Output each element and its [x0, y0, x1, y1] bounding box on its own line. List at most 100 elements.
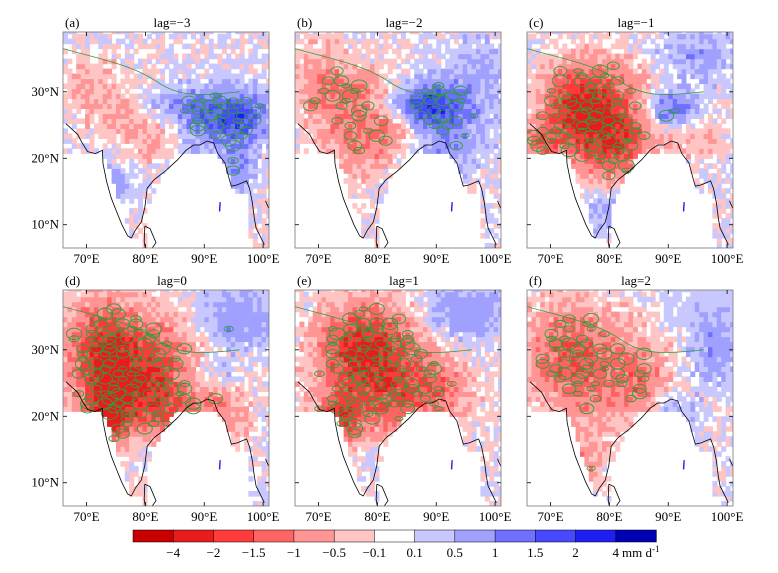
x-tick-label: 70°E [305, 251, 331, 266]
panel-tag: (a) [65, 15, 79, 30]
significance-contours [66, 303, 234, 443]
colorbar-swatch [615, 529, 657, 543]
plateau-contour [527, 306, 704, 353]
precip-anomaly-field [527, 290, 733, 506]
map-panels: 70°E 80°E 90°E 100°E30°N20°N10°N(a) lag=−370… [31, 15, 743, 524]
y-tick-label: 10°N [31, 217, 59, 232]
coastline [65, 123, 269, 248]
colorbar-swatch [333, 529, 376, 543]
coastline [297, 381, 501, 506]
plateau-contour [295, 48, 472, 95]
colorbar-tick-label: −4 [166, 545, 180, 560]
panel-frame [526, 289, 734, 507]
x-tick-label: 90°E [423, 509, 449, 524]
precip-anomaly-field [527, 32, 733, 248]
x-tick-label: 70°E [537, 509, 563, 524]
plateau-contour [63, 306, 240, 353]
colorbar-swatch [454, 529, 496, 543]
x-tick-label: 90°E [423, 251, 449, 266]
panel-2: 70°E 80°E 90°E 100°E (b) lag=−2 [294, 15, 512, 266]
panel-title: lag=−2 [385, 15, 422, 30]
x-tick-label: 70°E [537, 251, 563, 266]
precip-anomaly-field [63, 32, 269, 248]
x-tick-label: 90°E [655, 509, 681, 524]
y-tick-label: 10°N [31, 475, 59, 490]
x-tick-label: 80°E [132, 509, 158, 524]
panel-1: 70°E 80°E 90°E 100°E 30°N 20°N 10°N (a) lag=−3 [31, 15, 279, 266]
x-tick-label: 90°E [191, 251, 217, 266]
x-tick-label: 70°E [305, 509, 331, 524]
x-tick-label: 90°E [655, 251, 681, 266]
plateau-contour [63, 48, 240, 95]
colorbar-tick-label: −1.5 [242, 545, 266, 560]
colorbar-tick-label: −0.1 [363, 545, 387, 560]
colorbar-tick-label: −1 [287, 545, 301, 560]
x-tick-label: 70°E [73, 509, 99, 524]
x-tick-label: 100°E [247, 251, 280, 266]
x-tick-label: 100°E [711, 251, 744, 266]
panel-3: 70°E 80°E 90°E 100°E (c) lag=−1 [526, 15, 743, 266]
panel-5: 70°E 80°E 90°E 100°E (e) lag=1 [294, 273, 512, 524]
colorbar: −4 −2 −1.5 −1 −0.5 −0.1 0.1 0.5 1 1.5 2 4 mm d-1 [132, 529, 659, 560]
significance-contours [303, 66, 479, 155]
colorbar-swatch [132, 529, 174, 543]
precip-anomaly-field [295, 32, 501, 248]
panel-frame [62, 289, 270, 507]
x-tick-label: 100°E [711, 509, 744, 524]
colorbar-tick-label: 0.1 [406, 545, 422, 560]
x-tick-label: 80°E [596, 251, 622, 266]
colorbar-tick-label: −2 [207, 545, 221, 560]
significance-contours [535, 312, 653, 472]
panel-tag: (c) [529, 15, 543, 30]
colorbar-swatch [213, 529, 255, 543]
panel-6: 70°E 80°E 90°E 100°E (f) lag=2 [526, 273, 744, 524]
colorbar-tick-label: 0.5 [447, 545, 463, 560]
colorbar-tick-label: −0.5 [322, 545, 346, 560]
x-tick-label: 80°E [364, 251, 390, 266]
panel-title: lag=−1 [617, 15, 654, 30]
panel-title: lag=0 [157, 273, 187, 288]
coastline [529, 381, 733, 506]
colorbar-swatch [374, 529, 416, 543]
colorbar-swatch [494, 529, 536, 543]
panel-tag: (d) [65, 273, 80, 288]
panel-tag: (f) [529, 273, 542, 288]
significance-contours [527, 61, 680, 181]
y-tick-label: 30°N [31, 84, 59, 99]
x-tick-label: 80°E [132, 251, 158, 266]
x-tick-label: 100°E [247, 509, 280, 524]
y-tick-label: 30°N [31, 342, 59, 357]
colorbar-tick-label: 2 [572, 545, 579, 560]
plateau-contour [295, 306, 472, 353]
y-tick-label: 20°N [31, 408, 59, 423]
colorbar-tick-label: 1 [492, 545, 499, 560]
coastline [297, 123, 501, 248]
precip-anomaly-field [295, 290, 501, 506]
colorbar-swatch [535, 529, 577, 543]
coastline [65, 381, 269, 506]
panel-frame [294, 289, 502, 507]
x-tick-label: 100°E [479, 509, 512, 524]
colorbar-swatch [172, 529, 215, 543]
panel-4: 70°E 80°E 90°E 100°E 30°N 20°N 10°N (d) lag=0 [31, 273, 279, 524]
panel-tag: (e) [297, 273, 311, 288]
colorbar-swatch [253, 529, 295, 543]
colorbar-unit: mm d-1 [622, 544, 659, 560]
coastline [529, 123, 733, 248]
x-tick-label: 70°E [73, 251, 99, 266]
panel-title: lag=1 [389, 273, 419, 288]
colorbar-swatch [414, 529, 456, 543]
x-tick-label: 90°E [191, 509, 217, 524]
colorbar-swatch [293, 529, 335, 543]
x-tick-label: 80°E [364, 509, 390, 524]
x-tick-label: 80°E [596, 509, 622, 524]
colorbar-swatch [575, 529, 617, 543]
colorbar-tick-label: 4 [613, 545, 620, 560]
panel-frame [294, 31, 502, 249]
colorbar-tick-label: 1.5 [527, 545, 543, 560]
x-tick-label: 100°E [479, 251, 512, 266]
y-tick-label: 20°N [31, 150, 59, 165]
significance-contours [314, 302, 457, 439]
significance-contours [179, 92, 265, 176]
